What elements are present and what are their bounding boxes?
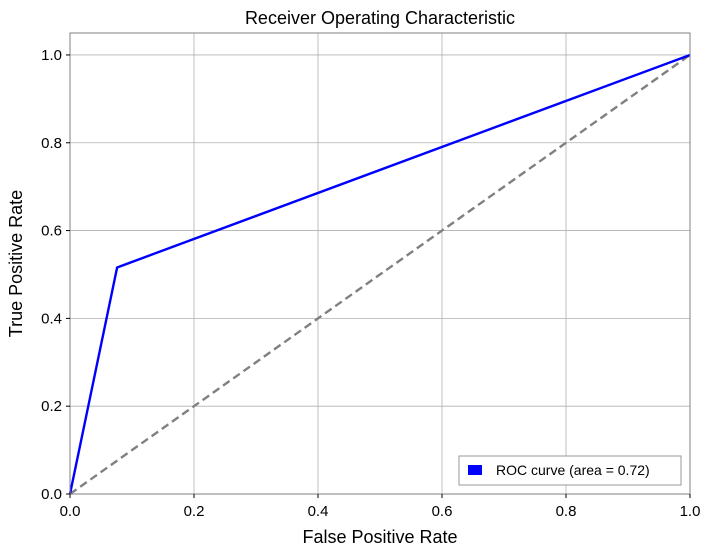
x-tick-label: 0.8 <box>556 503 577 520</box>
series-layer <box>68 53 691 495</box>
y-tick-label: 0.0 <box>41 486 62 503</box>
plot-area-frame <box>69 32 691 495</box>
y-tick-label: 1.0 <box>41 47 62 64</box>
legend-entry-roc-curve: ROC curve (area = 0.72) <box>496 462 650 478</box>
y-axis-label: True Positive Rate <box>6 190 26 337</box>
grid-lines <box>69 33 691 495</box>
legend-swatch <box>468 465 482 475</box>
x-tick-label: 0.6 <box>432 503 453 520</box>
legend-box <box>458 455 682 486</box>
chart-title: Receiver Operating Characteristic <box>245 8 515 28</box>
x-tick-label: 1.0 <box>680 503 701 520</box>
x-tick-label: 0.2 <box>184 503 205 520</box>
x-tick-label: 0.4 <box>308 503 329 520</box>
y-tick-label: 0.4 <box>41 310 62 327</box>
y-tick-label: 0.2 <box>41 398 62 415</box>
x-axis-label: False Positive Rate <box>302 527 457 547</box>
y-axis-ticks: 0.0 0.2 0.4 0.6 0.8 1.0 <box>41 47 70 503</box>
y-tick-label: 0.8 <box>41 135 62 152</box>
x-axis-ticks: 0.0 0.2 0.4 0.6 0.8 1.0 <box>60 494 701 520</box>
roc-curve-line <box>68 53 691 495</box>
y-tick-label: 0.6 <box>41 223 62 240</box>
diagonal-reference-line <box>69 53 691 495</box>
x-tick-label: 0.0 <box>60 503 81 520</box>
legend: ROC curve (area = 0.72) <box>458 455 682 486</box>
